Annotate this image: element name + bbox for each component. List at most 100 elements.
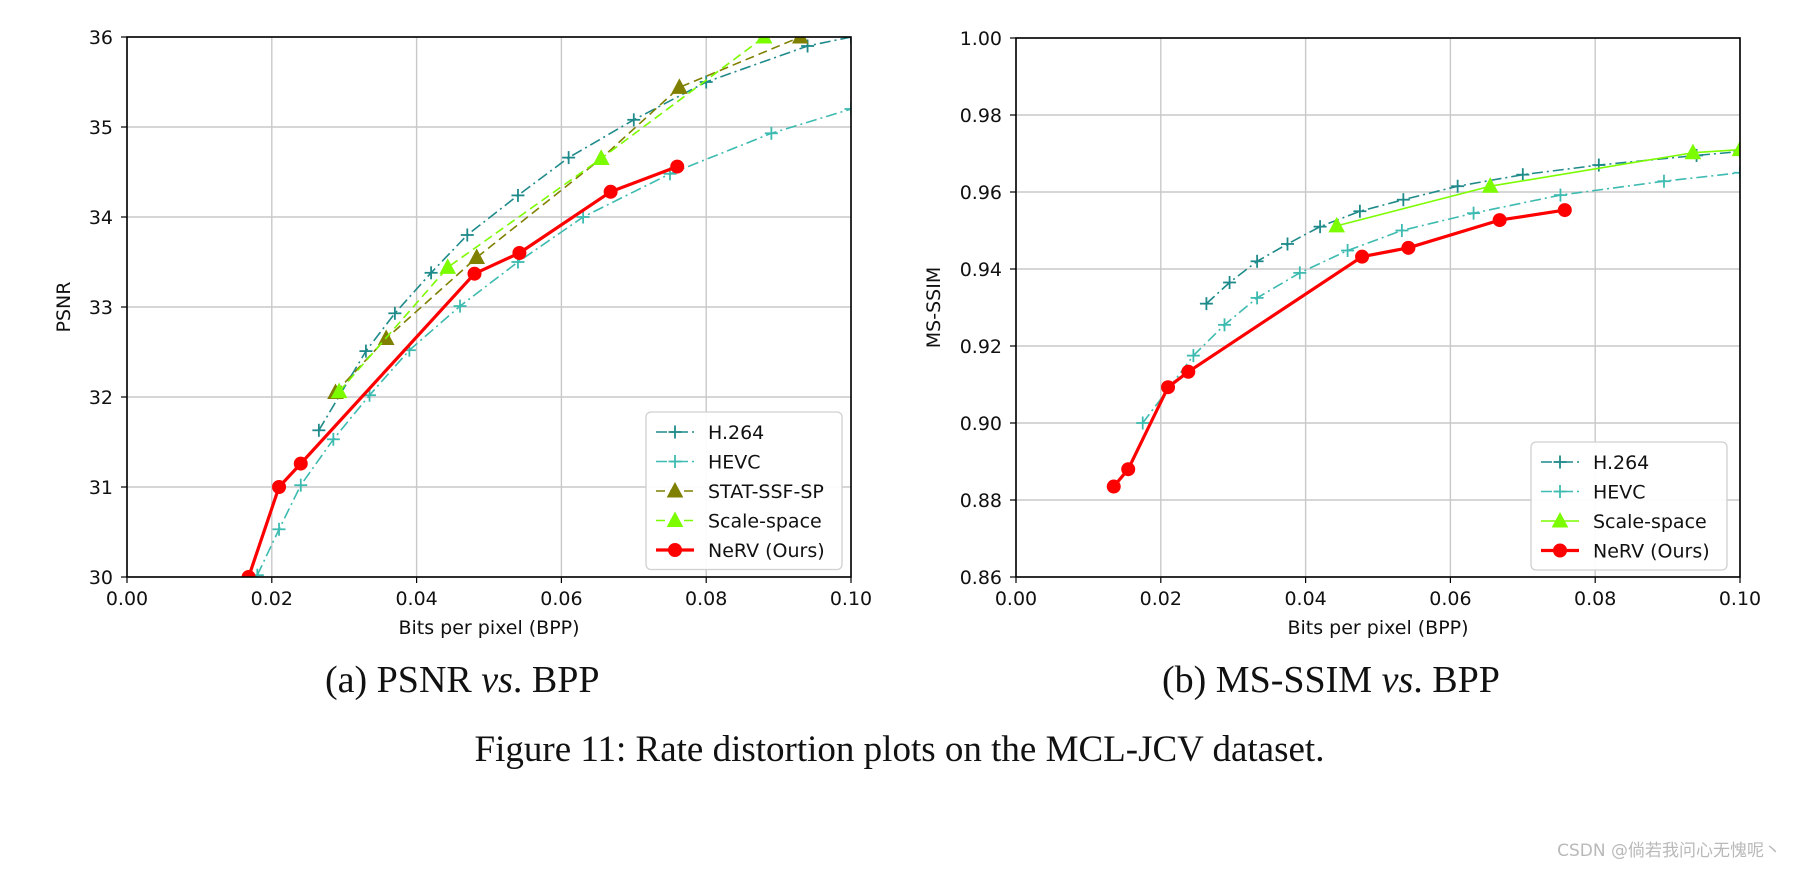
figure-caption: Figure 11: Rate distortion plots on the … [474,729,1325,770]
series-hevc [250,102,851,577]
x-tick-label: 0.04 [395,588,437,610]
x-tick-label: 0.10 [830,588,872,610]
x-tick-label: 0.02 [1140,588,1182,610]
series-stat-ssf-sp [327,37,809,399]
x-tick-label: 0.08 [1574,588,1616,610]
series-nerv-ours [241,159,685,577]
y-tick-label: 32 [89,387,113,409]
series-line-nerv-ours [247,165,678,577]
series-line-hevc [256,108,851,576]
series-line-stat-ssf-sp [334,37,801,394]
x-tick-label: 0.06 [1429,588,1471,610]
legend-label-nerv-ours: NeRV (Ours) [1593,541,1710,563]
legend-label-stat-ssf-sp: STAT-SSF-SP [708,481,824,503]
subcaption-b-vs: vs [1381,659,1414,701]
y-tick-label: 0.86 [960,567,1002,589]
legend-label-hevc: HEVC [708,452,761,474]
point-nerv-ours [603,184,618,199]
point-scale-space [330,382,348,399]
y-tick-label: 0.92 [960,336,1002,358]
point-scale-space [1328,216,1346,233]
legend-label-scale-space: Scale-space [708,511,822,533]
point-nerv-ours [1401,240,1416,255]
point-stat-ssf-sp [671,78,688,94]
subcaption-a-prefix: (a) PSNR [325,659,482,701]
point-stat-ssf-sp [791,37,809,44]
watermark: CSDN @倘若我问心无愧呢丶 [1557,841,1781,861]
y-tick-label: 30 [89,567,113,589]
y-tick-label: 1.00 [960,28,1002,50]
y-tick-label: 0.94 [960,259,1002,281]
x-tick-label: 0.02 [251,588,293,610]
legend-psnr: H.264 HEVC STAT-SSF-SP Scale-space NeRV (Our… [645,411,843,571]
legend-label-h-264: H.264 [1593,452,1649,474]
y-tick-label: 0.90 [960,413,1002,435]
series-scale-space [1328,140,1740,233]
x-tick-label: 0.06 [540,588,582,610]
subcaption-a: (a) PSNR vs. BPP [325,658,600,702]
series-nerv-ours [1106,203,1572,494]
axes-frame-psnr [126,36,852,578]
x-tick-label: 0.00 [106,588,148,610]
y-tick-label: 0.96 [960,182,1002,204]
y-tick-label: 31 [89,477,113,499]
point-nerv-ours [1181,364,1196,379]
point-scale-space [1481,177,1499,193]
subcaption-a-suffix: . BPP [512,659,600,701]
x-tick-label: 0.00 [995,588,1037,610]
point-nerv-ours [670,159,685,174]
series-line-scale-space [338,37,765,393]
axes-frame-msssim [1015,37,1741,578]
legend-box [645,411,843,571]
point-nerv-ours [467,266,482,281]
legend-marker-nerv-ours [668,543,682,557]
legend-box [1530,441,1728,571]
point-nerv-ours [1161,380,1176,395]
x-tick-label: 0.10 [1719,588,1761,610]
series-line-nerv-ours [1112,208,1566,488]
y-axis-label: MS-SSIM [923,267,945,348]
series-h-264 [312,37,851,437]
series-scale-space [330,37,773,399]
x-tick-label: 0.08 [685,588,727,610]
y-tick-label: 34 [89,207,113,229]
point-nerv-ours [241,570,256,577]
point-scale-space [592,149,610,165]
point-nerv-ours [1557,203,1572,218]
subcaption-b: (b) MS-SSIM vs. BPP [1162,658,1500,702]
point-nerv-ours [1492,213,1507,228]
legend-marker-nerv-ours [1553,543,1567,558]
y-tick-label: 35 [89,117,113,139]
legend-label-scale-space: Scale-space [1593,511,1707,533]
series-hevc [1136,166,1740,430]
point-nerv-ours [512,246,527,260]
series-h-264 [1199,145,1740,311]
point-nerv-ours [293,456,308,471]
point-nerv-ours [1106,479,1121,494]
series-group-psnr [241,37,851,577]
point-nerv-ours [272,480,287,494]
y-tick-label: 36 [89,27,113,49]
y-axis-label: PSNR [53,282,75,333]
legend-label-hevc: HEVC [1593,482,1646,504]
chart-psnr: 0.00 0.02 0.04 0.06 0.08 0.10 30 31 32 33 34 35 36 Bi… [53,27,872,639]
point-scale-space [1731,140,1740,157]
x-tick-label: 0.04 [1284,588,1326,610]
y-tick-label: 0.88 [960,490,1002,512]
legend-msssim: H.264 HEVC Scale-space NeRV (Ours) [1530,441,1728,571]
series-group-msssim [1106,140,1740,494]
legend-label-h-264: H.264 [708,422,764,444]
legend-marker-stat-ssf-sp [666,481,684,498]
subcaption-b-suffix: . BPP [1413,659,1500,701]
point-nerv-ours [1355,249,1370,264]
point-scale-space [439,258,457,274]
series-line-scale-space [1336,148,1740,227]
point-scale-space [755,37,773,44]
point-nerv-ours [1121,462,1136,477]
legend-marker-scale-space [1551,511,1569,528]
series-line-h-264 [318,37,851,431]
legend-marker-scale-space [666,511,684,527]
y-tick-label: 0.98 [960,105,1002,127]
subcaption-a-vs: vs [481,659,513,701]
